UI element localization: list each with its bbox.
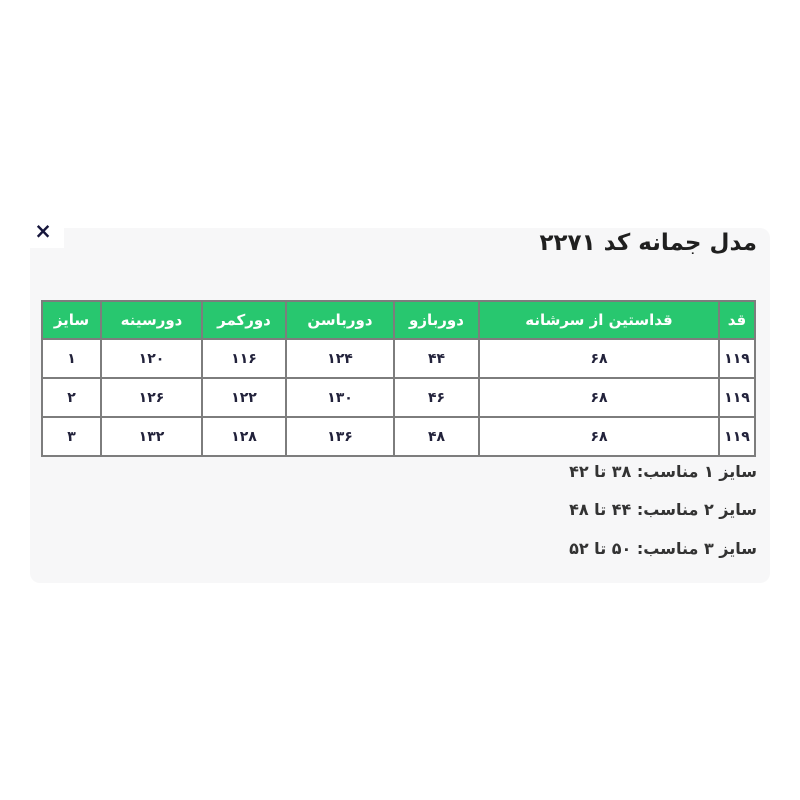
cell-height: ۱۱۹ xyxy=(718,377,756,418)
cell-height: ۱۱۹ xyxy=(718,416,756,457)
table-row: ۱۱۹ ۶۸ ۴۸ ۱۳۶ ۱۲۸ ۱۳۲ ۳ xyxy=(41,416,756,457)
modal-title: مدل جمانه کد ۲۲۷۱ xyxy=(539,230,757,256)
size-note-2: سایز ۲ مناسب: ۴۴ تا ۴۸ xyxy=(569,500,757,519)
table-row: ۱۱۹ ۶۸ ۴۴ ۱۲۴ ۱۱۶ ۱۲۰ ۱ xyxy=(41,338,756,379)
col-header-size: سایز xyxy=(41,300,102,340)
cell-height: ۱۱۹ xyxy=(718,338,756,379)
cell-chest: ۱۲۶ xyxy=(100,377,203,418)
col-header-sleeve-from-shoulder: قداستین از سرشانه xyxy=(478,300,720,340)
size-chart-table: قد قداستین از سرشانه دوربازو دورباسن دور… xyxy=(41,300,756,457)
cell-hip: ۱۲۴ xyxy=(285,338,395,379)
cell-chest: ۱۳۲ xyxy=(100,416,203,457)
cell-sleeve: ۶۸ xyxy=(478,338,720,379)
cell-hip: ۱۳۰ xyxy=(285,377,395,418)
col-header-chest: دورسینه xyxy=(100,300,203,340)
table-row: ۱۱۹ ۶۸ ۴۶ ۱۳۰ ۱۲۲ ۱۲۶ ۲ xyxy=(41,377,756,418)
col-header-height: قد xyxy=(718,300,756,340)
cell-arm: ۴۸ xyxy=(393,416,480,457)
size-note-1: سایز ۱ مناسب: ۳۸ تا ۴۲ xyxy=(569,462,757,481)
table-header-row: قد قداستین از سرشانه دوربازو دورباسن دور… xyxy=(41,300,756,340)
cell-size: ۲ xyxy=(41,377,102,418)
cell-size: ۳ xyxy=(41,416,102,457)
cell-waist: ۱۱۶ xyxy=(201,338,287,379)
col-header-hip: دورباسن xyxy=(285,300,395,340)
size-note-3: سایز ۳ مناسب: ۵۰ تا ۵۲ xyxy=(569,539,757,558)
close-button[interactable]: × xyxy=(22,214,64,248)
cell-chest: ۱۲۰ xyxy=(100,338,203,379)
cell-waist: ۱۲۸ xyxy=(201,416,287,457)
cell-hip: ۱۳۶ xyxy=(285,416,395,457)
cell-size: ۱ xyxy=(41,338,102,379)
cell-sleeve: ۶۸ xyxy=(478,377,720,418)
cell-arm: ۴۶ xyxy=(393,377,480,418)
size-guide-modal: مدل جمانه کد ۲۲۷۱ قد قداستین از سرشانه د… xyxy=(30,228,770,583)
close-icon: × xyxy=(34,218,52,243)
cell-arm: ۴۴ xyxy=(393,338,480,379)
cell-sleeve: ۶۸ xyxy=(478,416,720,457)
col-header-waist: دورکمر xyxy=(201,300,287,340)
col-header-arm: دوربازو xyxy=(393,300,480,340)
cell-waist: ۱۲۲ xyxy=(201,377,287,418)
